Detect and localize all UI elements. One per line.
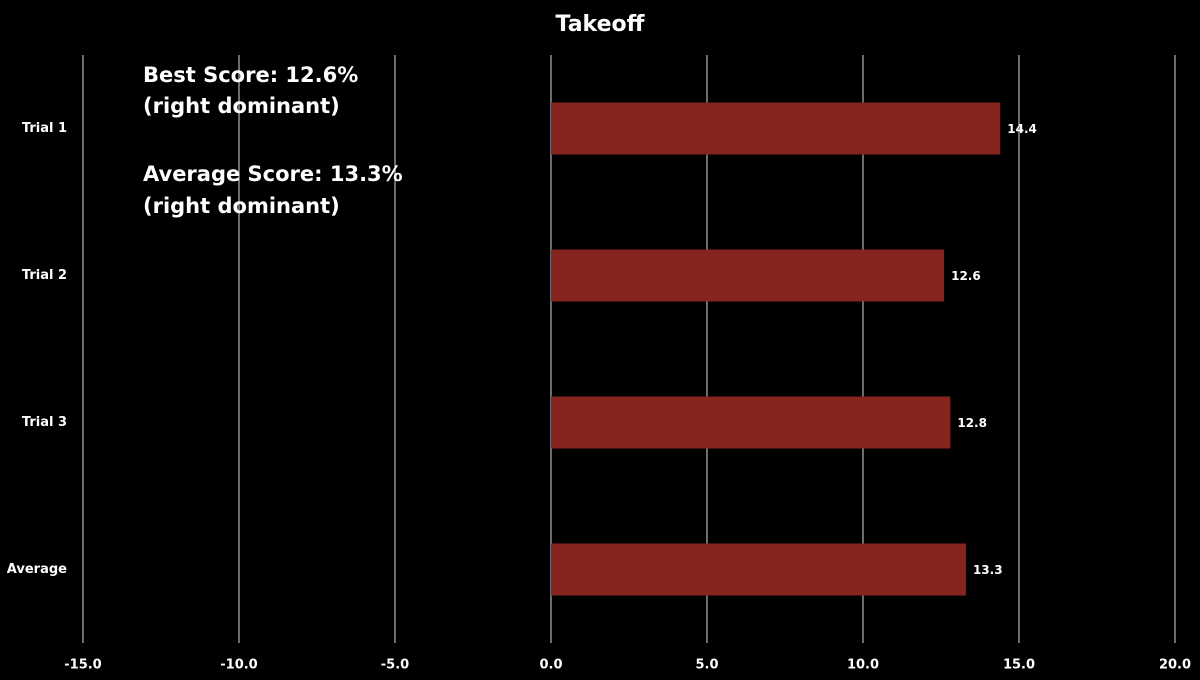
- x-tick-label: 0.0: [539, 658, 562, 673]
- x-tick-label: -15.0: [64, 658, 101, 673]
- bar: [551, 396, 951, 449]
- value-label: 14.4: [1007, 122, 1037, 136]
- y-tick-label: Trial 3: [22, 415, 67, 430]
- annotation: Average Score: 13.3%: [143, 162, 403, 186]
- y-tick-label: Average: [7, 562, 67, 577]
- value-label: 12.6: [951, 269, 981, 283]
- annotation: (right dominant): [143, 194, 340, 218]
- x-tick-label: 5.0: [695, 658, 718, 673]
- x-tick-label: -5.0: [381, 658, 409, 673]
- value-label: 12.8: [957, 416, 987, 430]
- x-tick-label: 20.0: [1159, 658, 1191, 673]
- x-tick-label: -10.0: [220, 658, 257, 673]
- y-tick-label: Trial 1: [22, 121, 67, 136]
- annotation: Best Score: 12.6%: [143, 63, 358, 87]
- bar: [551, 102, 1001, 155]
- x-tick-label: 10.0: [847, 658, 879, 673]
- bar: [551, 249, 945, 302]
- value-label: 13.3: [973, 563, 1003, 577]
- chart-title: Takeoff: [556, 12, 646, 37]
- bar: [551, 543, 966, 596]
- x-tick-label: 15.0: [1003, 658, 1035, 673]
- y-tick-label: Trial 2: [22, 268, 67, 283]
- annotation: (right dominant): [143, 94, 340, 118]
